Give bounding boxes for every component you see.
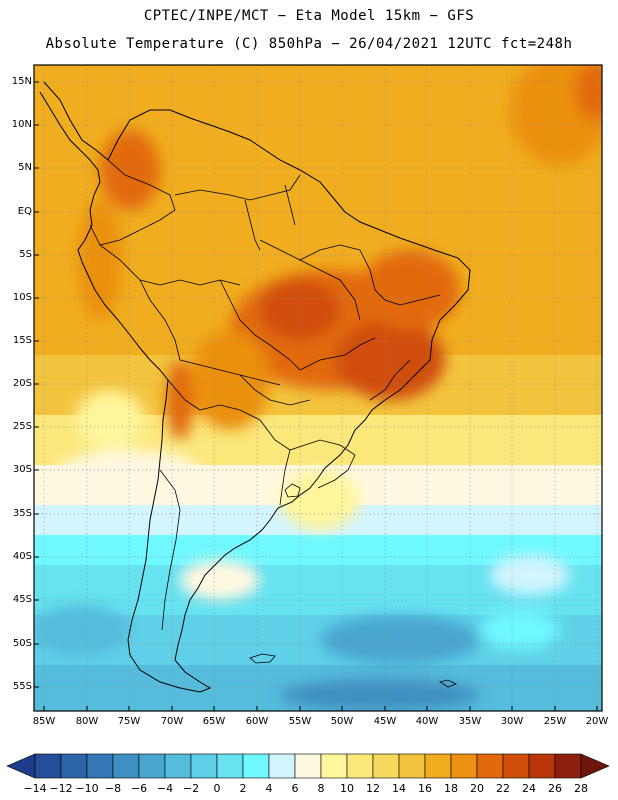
lon-label: 85W xyxy=(32,716,56,727)
colorbar-label: 0 xyxy=(213,782,221,795)
lon-label: 35W xyxy=(458,716,482,727)
colorbar-arrow-low xyxy=(6,753,36,779)
colorbar-label: 6 xyxy=(291,782,299,795)
lon-label: 20W xyxy=(585,716,609,727)
colorbar-label: 16 xyxy=(418,782,432,795)
lat-label: 55S xyxy=(12,681,32,692)
lat-label: 30S xyxy=(12,464,32,475)
colorbar-swatch xyxy=(242,753,270,779)
colorbar-label: −8 xyxy=(104,782,122,795)
model-title: CPTEC/INPE/MCT − Eta Model 15km − GFS xyxy=(143,8,475,24)
colorbar-swatch xyxy=(372,753,400,779)
axis-ticks xyxy=(34,81,598,711)
country-borders xyxy=(89,159,441,631)
colorbar-swatch xyxy=(450,753,478,779)
lat-label: EQ xyxy=(17,206,32,217)
temperature-field xyxy=(34,65,602,711)
colorbar-swatch xyxy=(216,753,244,779)
lon-label: 70W xyxy=(160,716,184,727)
colorbar-label: −4 xyxy=(156,782,174,795)
colorbar-label: 2 xyxy=(239,782,247,795)
map-frame xyxy=(33,64,603,712)
colorbar xyxy=(6,753,610,779)
colorbar-label: −6 xyxy=(130,782,148,795)
colorbar-label: 20 xyxy=(470,782,484,795)
colorbar-swatch xyxy=(164,753,192,779)
colorbar-swatch xyxy=(190,753,218,779)
lat-label: 5S xyxy=(19,249,32,260)
colorbar-swatch xyxy=(112,753,140,779)
lon-label: 50W xyxy=(330,716,354,727)
south-america-coastline xyxy=(39,81,471,693)
colorbar-label: −12 xyxy=(49,782,73,795)
colorbar-swatch xyxy=(476,753,504,779)
lon-label: 60W xyxy=(245,716,269,727)
colorbar-swatch xyxy=(34,753,62,779)
lon-label: 30W xyxy=(500,716,524,727)
colorbar-swatch xyxy=(398,753,426,779)
lat-label: 50S xyxy=(12,638,32,649)
colorbar-label: −10 xyxy=(75,782,99,795)
lat-label: 15S xyxy=(12,335,32,346)
colorbar-swatch xyxy=(268,753,296,779)
colorbar-label: 18 xyxy=(444,782,458,795)
lat-label: 20S xyxy=(12,378,32,389)
lat-label: 45S xyxy=(12,594,32,605)
lon-label: 40W xyxy=(415,716,439,727)
lon-label: 65W xyxy=(202,716,226,727)
colorbar-swatch xyxy=(60,753,88,779)
lat-label: 25S xyxy=(12,421,32,432)
colorbar-label: 8 xyxy=(317,782,325,795)
colorbar-swatch xyxy=(528,753,556,779)
colorbar-label: 26 xyxy=(548,782,562,795)
lon-label: 75W xyxy=(117,716,141,727)
lat-label: 15N xyxy=(11,76,32,87)
lon-label: 25W xyxy=(543,716,567,727)
lat-label: 35S xyxy=(12,508,32,519)
lon-label: 55W xyxy=(288,716,312,727)
colorbar-label: 24 xyxy=(522,782,536,795)
colorbar-label: 4 xyxy=(265,782,273,795)
lat-label: 10N xyxy=(11,119,32,130)
lat-lon-grid xyxy=(34,65,602,711)
lon-label: 45W xyxy=(373,716,397,727)
colorbar-label: −2 xyxy=(182,782,200,795)
colorbar-label: 22 xyxy=(496,782,510,795)
lon-label: 80W xyxy=(75,716,99,727)
lat-label: 5N xyxy=(18,162,32,173)
field-title: Absolute Temperature (C) 850hPa − 26/04/… xyxy=(45,36,573,52)
colorbar-swatch xyxy=(554,753,582,779)
colorbar-swatch xyxy=(502,753,530,779)
colorbar-label: 12 xyxy=(366,782,380,795)
colorbar-arrow-high xyxy=(580,753,610,779)
falkland-islands xyxy=(249,653,276,664)
colorbar-swatch xyxy=(346,753,374,779)
colorbar-label: 14 xyxy=(392,782,406,795)
lat-label: 10S xyxy=(12,292,32,303)
colorbar-label: 28 xyxy=(574,782,588,795)
lat-label: 40S xyxy=(12,551,32,562)
colorbar-swatch xyxy=(320,753,348,779)
colorbar-swatch xyxy=(424,753,452,779)
colorbar-swatch xyxy=(138,753,166,779)
colorbar-label: −14 xyxy=(23,782,47,795)
colorbar-label: 10 xyxy=(340,782,354,795)
colorbar-swatch xyxy=(294,753,322,779)
colorbar-swatch xyxy=(86,753,114,779)
